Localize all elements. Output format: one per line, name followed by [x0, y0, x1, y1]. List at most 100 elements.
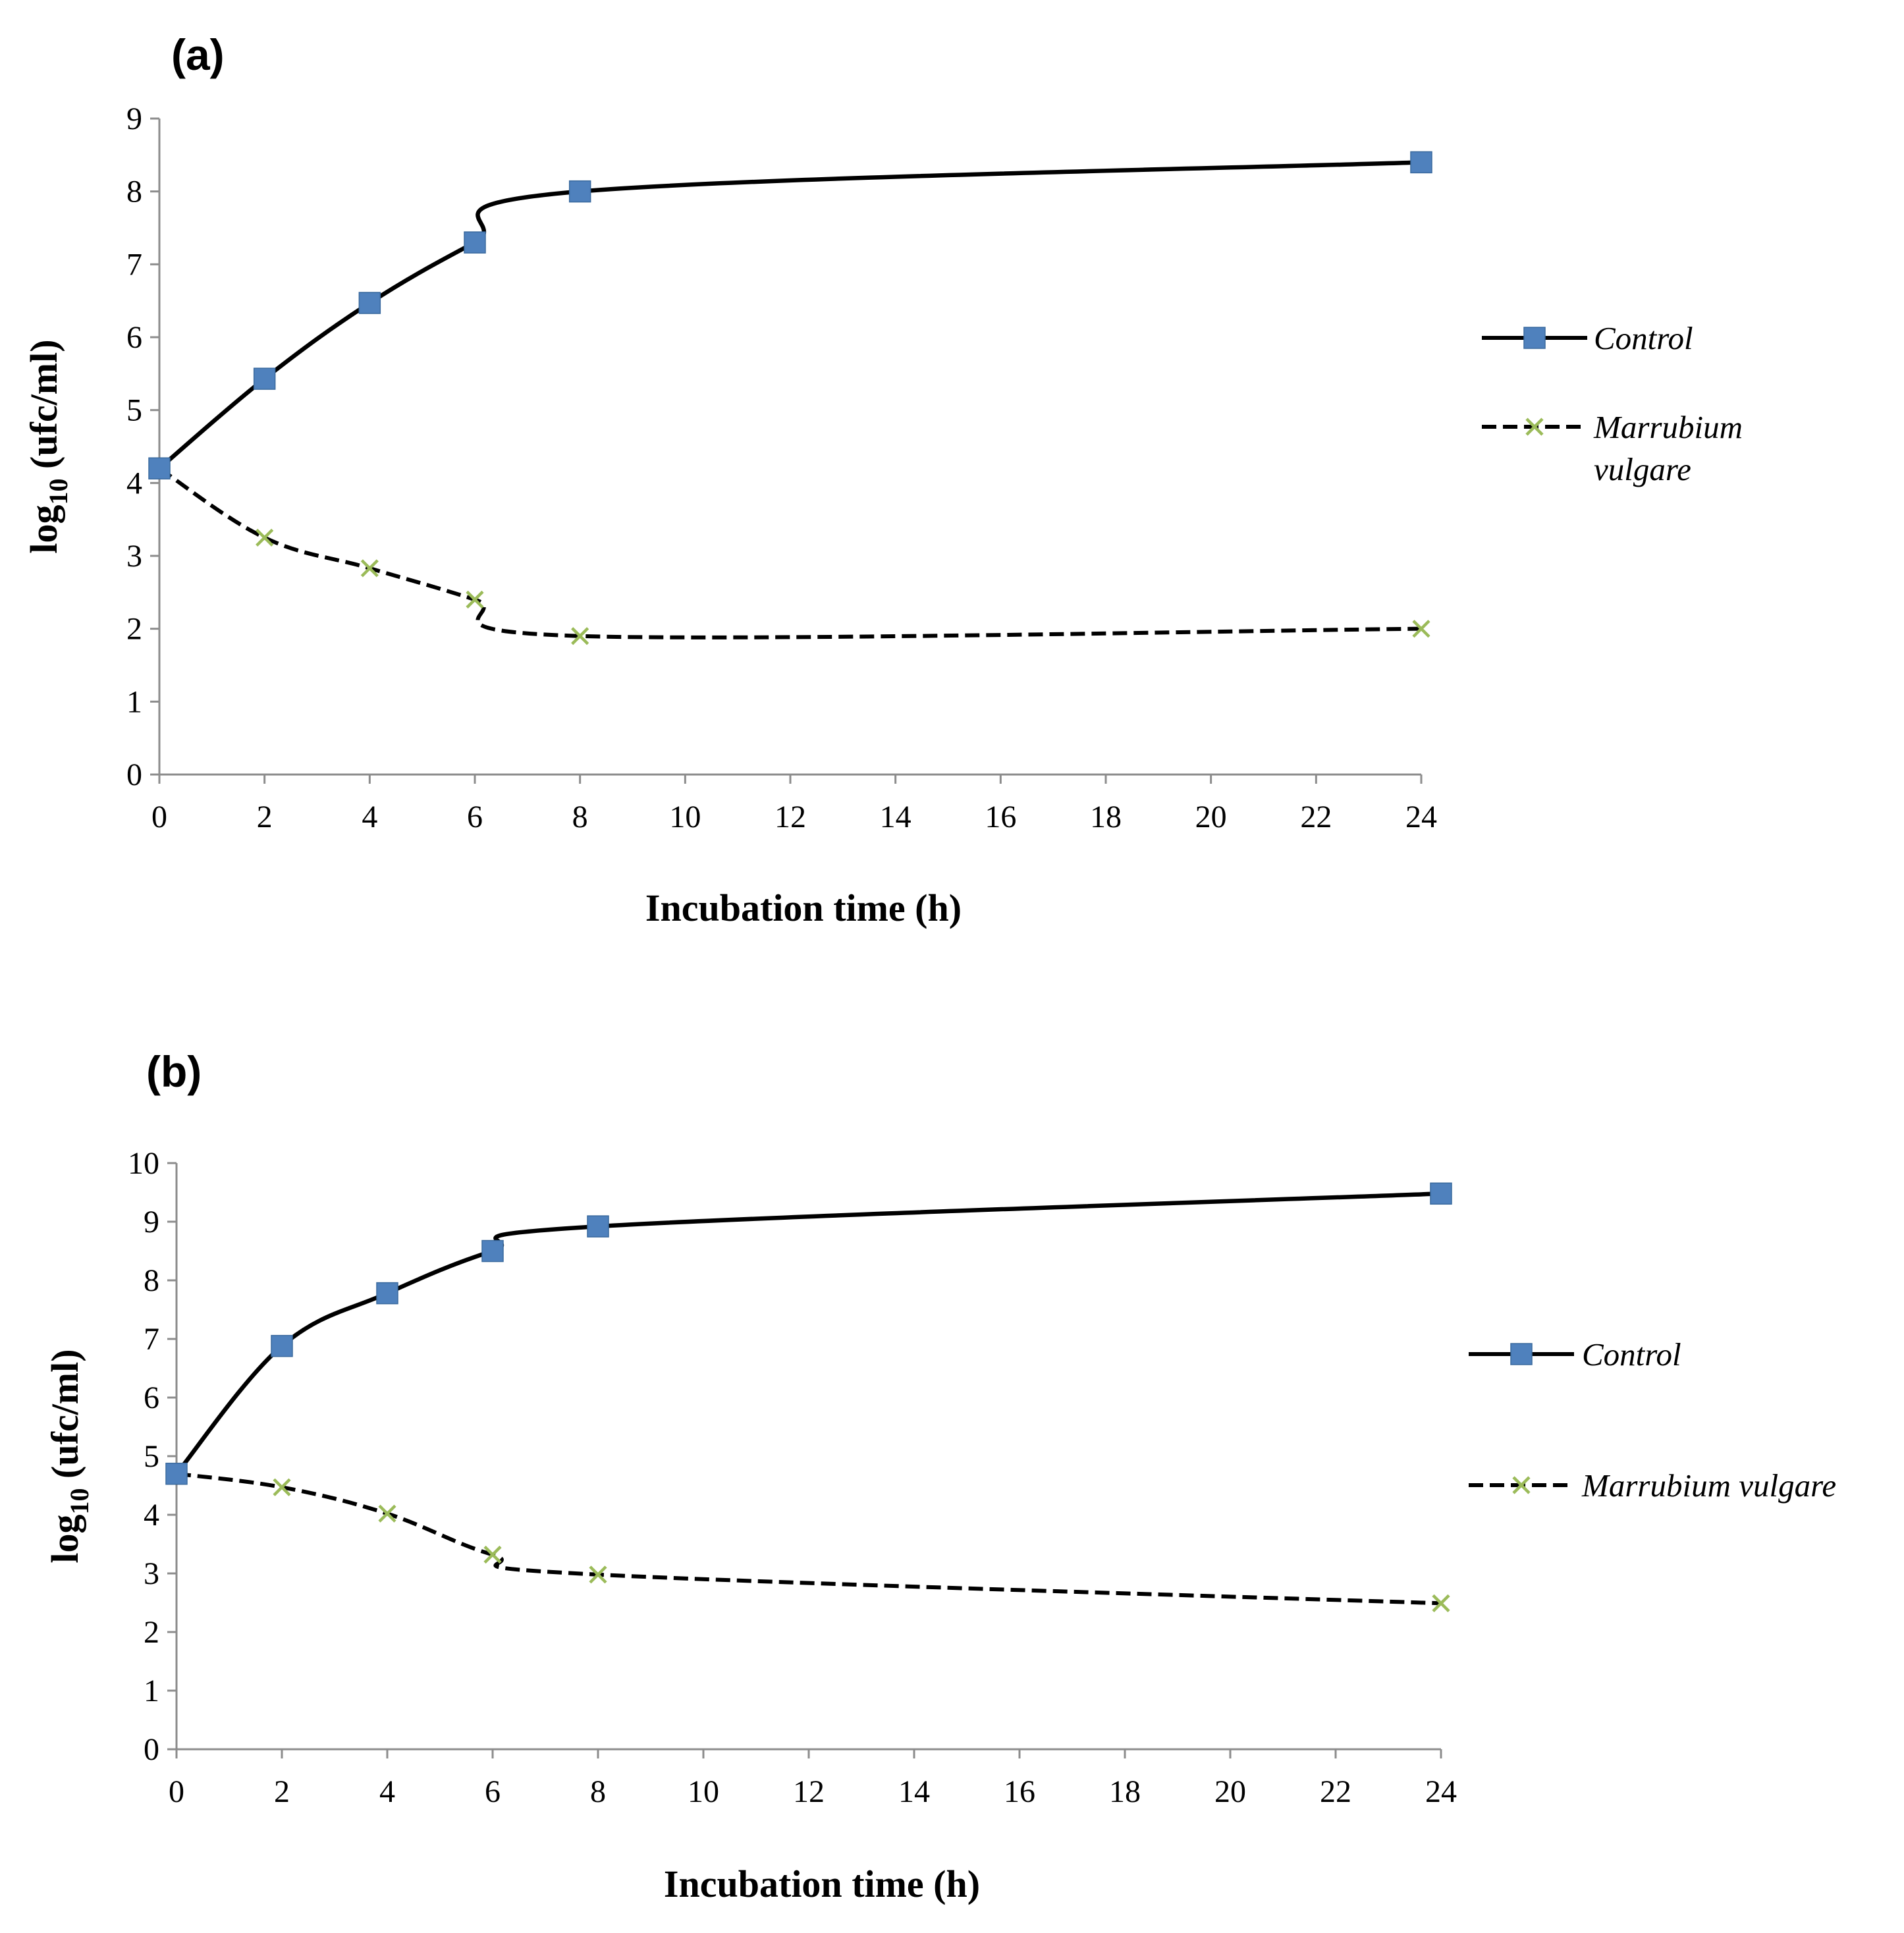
x-tick-label: 24 [1405, 800, 1437, 834]
control-series-point [587, 1215, 609, 1238]
x-tick-label: 22 [1320, 1774, 1351, 1809]
x-tick-label: 18 [1090, 800, 1122, 834]
marrubium-series-point [466, 590, 484, 609]
marrubium-series-markers [167, 1465, 1450, 1612]
x-tick-label: 16 [985, 800, 1016, 834]
x-tick-label: 16 [1004, 1774, 1035, 1809]
x-tick-label: 12 [775, 800, 806, 834]
marrubium-series-point [1412, 620, 1430, 638]
x-tick-label: 8 [590, 1774, 606, 1809]
legend: Control Marrubium vulgare [1469, 1336, 1836, 1504]
y-tick-label: 6 [144, 1380, 159, 1415]
legend-label: vulgare [1594, 451, 1691, 487]
legend-item-marrubium-vulgare: Marrubium vulgare [1482, 409, 1743, 487]
marrubium-series [176, 1471, 1442, 1606]
control-series-line [175, 1191, 1442, 1475]
legend-label: Marrubium vulgare [1581, 1467, 1836, 1504]
control-series-point [358, 292, 381, 314]
y-tick-label: 6 [126, 320, 142, 355]
y-tick-label: 2 [126, 612, 142, 647]
marrubium-series-point [1432, 1594, 1450, 1612]
control-series-point [165, 1462, 188, 1485]
control-series-markers [165, 1182, 1452, 1485]
y-tick-label: 7 [126, 247, 142, 282]
y-tick-label: 2 [144, 1615, 159, 1650]
control-series [157, 160, 1422, 470]
legend-item-control: Control [1469, 1336, 1681, 1373]
y-tick-label: 3 [144, 1556, 159, 1591]
x-tick-label: 4 [362, 800, 377, 834]
legend-item-control: Control [1482, 320, 1693, 356]
x-tick-label: 14 [898, 1774, 930, 1809]
control-series-point [481, 1239, 504, 1263]
x-tick-label: 4 [379, 1774, 395, 1809]
x-tick-label: 10 [688, 1774, 719, 1809]
panel-label: (b) [146, 1047, 202, 1096]
x-tick-label: 2 [274, 1774, 290, 1809]
x-tick-label: 10 [669, 800, 701, 834]
legend: Control Marrubium vulgare [1482, 320, 1743, 487]
x-tick-label: 0 [169, 1774, 184, 1809]
y-tick-label: 3 [126, 539, 142, 574]
control-series-point [271, 1334, 293, 1357]
x-tick-label: 18 [1109, 1774, 1141, 1809]
control-series-point [376, 1282, 398, 1305]
x-tick-label: 0 [151, 800, 167, 834]
control-series-markers [148, 151, 1432, 479]
legend-point [1512, 1476, 1531, 1494]
x-tick-label: 2 [257, 800, 273, 834]
y-tick-label: 1 [144, 1674, 159, 1708]
control-series-point [568, 180, 591, 203]
marrubium-series-line [176, 1471, 1442, 1606]
marrubium-series-point [360, 559, 379, 578]
y-tick-label: 5 [126, 393, 142, 428]
x-axis-title: Incubation time (h) [645, 886, 962, 929]
x-tick-label: 6 [467, 800, 483, 834]
y-tick-label: 5 [144, 1439, 159, 1474]
y-tick-label: 0 [144, 1732, 159, 1767]
y-tick-label: 9 [126, 101, 142, 136]
legend-point [1525, 418, 1544, 436]
y-axis-title: log10 (ufc/ml) [22, 339, 73, 553]
control-series-point [1410, 151, 1432, 174]
x-tick-label: 12 [793, 1774, 825, 1809]
marrubium-series-markers [150, 459, 1430, 645]
x-tick-label: 24 [1425, 1774, 1457, 1809]
marrubium-series-point [483, 1545, 502, 1564]
control-series-point [1430, 1182, 1452, 1205]
control-series-point [148, 457, 171, 479]
marrubium-series-point [378, 1504, 396, 1523]
y-tick-label: 10 [128, 1146, 159, 1181]
y-tick-label: 0 [126, 757, 142, 792]
x-tick-label: 8 [572, 800, 588, 834]
marrubium-series-point [256, 528, 274, 547]
control-series-point [464, 231, 486, 254]
control-series [175, 1191, 1442, 1475]
legend-point [1510, 1343, 1533, 1365]
y-tick-label: 9 [144, 1205, 159, 1239]
y-axis-title: log10 (ufc/ml) [43, 1349, 94, 1563]
y-tick-label: 7 [144, 1322, 159, 1357]
y-tick-label: 4 [144, 1498, 159, 1533]
y-tick-label: 1 [126, 684, 142, 719]
x-tick-label: 20 [1195, 800, 1227, 834]
legend-item-marrubium-vulgare: Marrubium vulgare [1469, 1467, 1836, 1504]
legend-label: Marrubium [1593, 409, 1743, 445]
control-series-point [253, 368, 276, 390]
marrubium-series [158, 466, 1422, 640]
legend-label: Control [1594, 320, 1693, 356]
x-axis-title: Incubation time (h) [664, 1863, 980, 1905]
legend-label: Control [1582, 1336, 1681, 1373]
x-tick-label: 14 [880, 800, 911, 834]
y-tick-label: 8 [126, 175, 142, 209]
x-tick-label: 22 [1300, 800, 1332, 834]
legend-point [1523, 327, 1546, 349]
x-tick-label: 6 [485, 1774, 501, 1809]
panel-label: (a) [171, 30, 225, 79]
marrubium-series-point [589, 1565, 607, 1584]
marrubium-series-point [273, 1478, 291, 1496]
marrubium-series-point [571, 627, 589, 645]
